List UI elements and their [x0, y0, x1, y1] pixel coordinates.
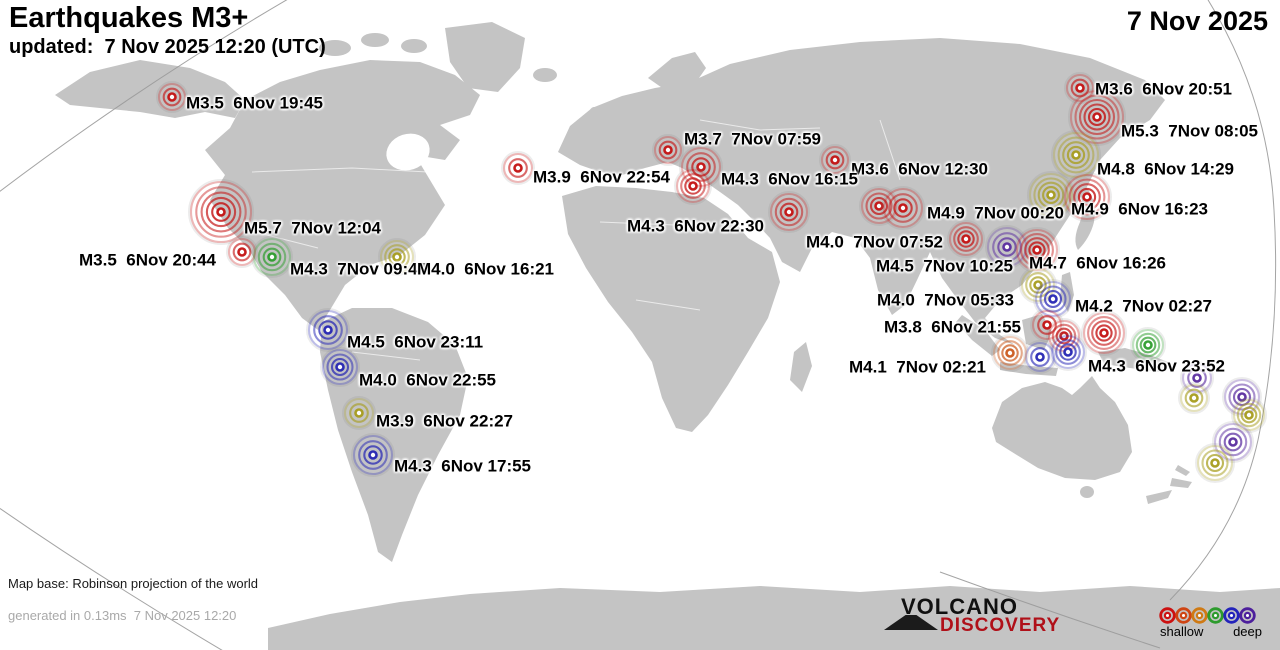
legend-deep-label: deep	[1233, 624, 1262, 639]
depth-legend-ring-icon	[1175, 607, 1192, 624]
quake-marker[interactable]	[947, 220, 985, 258]
quake-marker[interactable]	[1051, 130, 1101, 180]
quake-marker[interactable]	[1049, 333, 1087, 371]
quake-marker[interactable]	[1178, 382, 1210, 414]
generated-note: generated in 0.13ms 7 Nov 2025 12:20	[8, 608, 237, 623]
quake-marker[interactable]	[1130, 327, 1166, 363]
quake-marker[interactable]	[188, 179, 254, 245]
quake-label[interactable]: M4.1 7Nov 02:21	[849, 357, 987, 377]
quake-label[interactable]: M4.0 6Nov 22:55	[359, 370, 497, 390]
quake-marker[interactable]	[1014, 227, 1060, 273]
country-borders	[251, 119, 901, 361]
page-title: Earthquakes M3+	[9, 2, 249, 34]
volcano-discovery-logo[interactable]: VOLCANO DISCOVERY	[884, 594, 1059, 644]
logo-word-volcano: VOLCANO	[901, 594, 1018, 619]
depth-legend: shallow deep	[1158, 606, 1264, 639]
quake-marker[interactable]	[226, 236, 258, 268]
updated-timestamp: updated: 7 Nov 2025 12:20 (UTC)	[9, 36, 326, 58]
quake-marker[interactable]	[881, 186, 925, 230]
quake-marker[interactable]	[1023, 340, 1057, 374]
quake-label[interactable]: M4.5 6Nov 23:11	[347, 332, 484, 352]
quake-label[interactable]: M5.7 7Nov 12:04	[244, 218, 382, 238]
quake-label[interactable]: M4.5 7Nov 10:25	[876, 256, 1014, 276]
quake-marker[interactable]	[819, 144, 851, 176]
quake-label[interactable]: M3.9 6Nov 22:27	[376, 411, 514, 431]
quake-label[interactable]: M3.6 6Nov 12:30	[851, 159, 989, 179]
quake-marker[interactable]	[501, 151, 535, 185]
continents	[55, 22, 1280, 650]
quake-label[interactable]: M4.7 6Nov 16:26	[1029, 253, 1167, 273]
quake-label[interactable]: M4.3 6Nov 23:52	[1088, 356, 1226, 376]
quake-label[interactable]: M3.7 7Nov 07:59	[684, 129, 822, 149]
quake-label[interactable]: M4.9 6Nov 16:23	[1071, 199, 1209, 219]
quake-marker[interactable]	[859, 186, 899, 226]
depth-legend-ring-icon	[1223, 607, 1240, 624]
quake-marker[interactable]	[768, 191, 810, 233]
quake-marker[interactable]	[1064, 72, 1096, 104]
quake-marker[interactable]	[674, 167, 712, 205]
quake-label[interactable]: M4.9 7Nov 00:20	[927, 203, 1065, 223]
quake-label[interactable]: M3.5 6Nov 20:44	[79, 250, 217, 270]
quake-label[interactable]: M4.0 6Nov 16:21	[417, 259, 555, 279]
quake-marker[interactable]	[1212, 421, 1254, 463]
quake-marker[interactable]	[351, 433, 395, 477]
quake-label[interactable]: M3.8 6Nov 21:55	[884, 317, 1022, 337]
depth-legend-ring-icon	[1191, 607, 1208, 624]
logo-word-discovery: DISCOVERY	[940, 615, 1061, 636]
quake-marker[interactable]	[251, 236, 293, 278]
quake-marker[interactable]	[1030, 308, 1064, 342]
quake-marker[interactable]	[1180, 361, 1214, 395]
quake-label[interactable]: M4.2 7Nov 02:27	[1075, 296, 1213, 316]
depth-legend-ring-icon	[1207, 607, 1224, 624]
quake-marker[interactable]	[1195, 443, 1235, 483]
quake-label[interactable]: M3.5 6Nov 19:45	[186, 93, 324, 113]
quake-marker[interactable]	[378, 238, 416, 276]
quake-markers-layer	[156, 72, 1267, 483]
quake-marker[interactable]	[991, 334, 1029, 372]
quake-marker[interactable]	[652, 134, 684, 166]
legend-shallow-label: shallow	[1160, 624, 1204, 639]
quake-label[interactable]: M4.0 7Nov 07:52	[806, 232, 944, 252]
quake-label[interactable]: M4.3 6Nov 22:30	[627, 216, 765, 236]
quake-marker[interactable]	[320, 347, 360, 387]
quake-label[interactable]: M4.3 6Nov 17:55	[394, 456, 532, 476]
quake-marker[interactable]	[156, 81, 188, 113]
quake-marker[interactable]	[1231, 397, 1267, 433]
quake-label[interactable]: M4.3 6Nov 16:15	[721, 169, 859, 189]
quake-marker[interactable]	[1027, 171, 1075, 219]
depth-legend-ring-icon	[1239, 607, 1256, 624]
quake-label[interactable]: M3.9 6Nov 22:54	[533, 167, 671, 187]
quake-label[interactable]: M4.0 7Nov 05:33	[877, 290, 1015, 310]
quake-marker[interactable]	[1019, 266, 1057, 304]
map-date: 7 Nov 2025	[1126, 6, 1268, 36]
map-base-note: Map base: Robinson projection of the wor…	[8, 576, 259, 591]
quake-label[interactable]: M5.3 7Nov 08:05	[1121, 121, 1259, 141]
depth-legend-ring-icon	[1159, 607, 1176, 624]
quake-marker[interactable]	[1081, 310, 1127, 356]
quake-marker[interactable]	[1068, 88, 1126, 146]
quake-label[interactable]: M3.6 6Nov 20:51	[1095, 79, 1233, 99]
quake-label[interactable]: M4.3 7Nov 09:44	[290, 259, 428, 279]
depth-legend-icons	[1158, 606, 1264, 625]
hudson-bay	[386, 133, 430, 171]
quake-label[interactable]: M4.8 6Nov 14:29	[1097, 159, 1235, 179]
quake-marker[interactable]	[1062, 172, 1112, 222]
quake-marker[interactable]	[306, 308, 350, 352]
quake-marker[interactable]	[342, 396, 376, 430]
